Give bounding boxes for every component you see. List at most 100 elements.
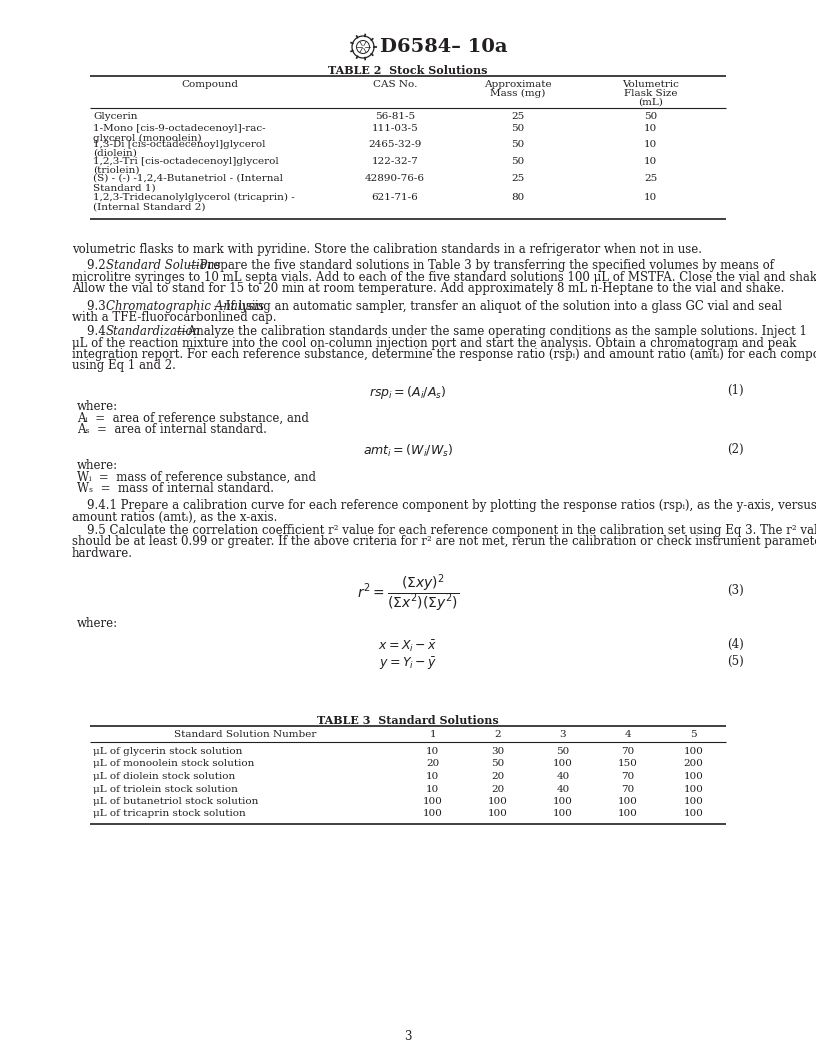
Text: Aᵢ  =  area of reference substance, and: Aᵢ = area of reference substance, and bbox=[77, 412, 309, 425]
Text: 10: 10 bbox=[426, 747, 439, 756]
Text: 25: 25 bbox=[511, 174, 524, 183]
Text: Standardization: Standardization bbox=[106, 325, 202, 338]
Text: 100: 100 bbox=[684, 797, 703, 806]
Text: 200: 200 bbox=[684, 759, 703, 769]
Text: μL of the reaction mixture into the cool on-column injection port and start the : μL of the reaction mixture into the cool… bbox=[72, 337, 796, 350]
Text: $rsp_i = (A_i/A_s)$: $rsp_i = (A_i/A_s)$ bbox=[370, 384, 446, 401]
Text: Standard Solutions: Standard Solutions bbox=[106, 259, 220, 272]
Text: 70: 70 bbox=[622, 772, 635, 781]
Text: TABLE 2  Stock Solutions: TABLE 2 Stock Solutions bbox=[328, 65, 488, 76]
Text: 20: 20 bbox=[491, 772, 504, 781]
Text: microlitre syringes to 10 mL septa vials. Add to each of the five standard solut: microlitre syringes to 10 mL septa vials… bbox=[72, 270, 816, 283]
Text: $y = Y_i - \bar{y}$: $y = Y_i - \bar{y}$ bbox=[379, 655, 437, 672]
Text: 100: 100 bbox=[553, 797, 573, 806]
Text: D6584– 10a: D6584– 10a bbox=[380, 38, 508, 56]
Text: volumetric flasks to mark with pyridine. Store the calibration standards in a re: volumetric flasks to mark with pyridine.… bbox=[72, 243, 702, 256]
Text: μL of diolein stock solution: μL of diolein stock solution bbox=[93, 772, 235, 781]
Text: 30: 30 bbox=[491, 747, 504, 756]
Text: 100: 100 bbox=[619, 810, 638, 818]
Text: 1,3-Di [cis-octadecenoyl]glycerol: 1,3-Di [cis-octadecenoyl]glycerol bbox=[93, 140, 265, 149]
Text: with a TFE-fluorocarbonlined cap.: with a TFE-fluorocarbonlined cap. bbox=[72, 312, 277, 324]
Text: (Internal Standard 2): (Internal Standard 2) bbox=[93, 203, 206, 212]
Text: 100: 100 bbox=[423, 797, 442, 806]
Text: 10: 10 bbox=[426, 785, 439, 793]
Text: 10: 10 bbox=[644, 140, 657, 149]
Text: Mass (mg): Mass (mg) bbox=[490, 89, 545, 98]
Text: 100: 100 bbox=[553, 810, 573, 818]
Text: Glycerin: Glycerin bbox=[93, 112, 138, 121]
Text: 50: 50 bbox=[511, 124, 524, 133]
Text: Flask Size: Flask Size bbox=[623, 89, 677, 98]
Text: using Eq 1 and 2.: using Eq 1 and 2. bbox=[72, 359, 176, 373]
Text: 3: 3 bbox=[560, 730, 566, 739]
Text: 50: 50 bbox=[557, 747, 570, 756]
Text: 9.4.1 Prepare a calibration curve for each reference component by plotting the r: 9.4.1 Prepare a calibration curve for ea… bbox=[72, 499, 816, 512]
Text: 25: 25 bbox=[511, 112, 524, 121]
Text: 50: 50 bbox=[644, 112, 657, 121]
Text: 122-32-7: 122-32-7 bbox=[371, 157, 419, 166]
Text: 9.2: 9.2 bbox=[72, 259, 109, 272]
Text: amount ratios (amtᵢ), as the x-axis.: amount ratios (amtᵢ), as the x-axis. bbox=[72, 510, 277, 524]
Text: Volumetric: Volumetric bbox=[622, 80, 679, 89]
Text: —If using an automatic sampler, transfer an aliquot of the solution into a glass: —If using an automatic sampler, transfer… bbox=[214, 300, 782, 313]
Text: 10: 10 bbox=[644, 157, 657, 166]
Text: 25: 25 bbox=[644, 174, 657, 183]
Text: 4: 4 bbox=[625, 730, 632, 739]
Text: 10: 10 bbox=[644, 193, 657, 202]
Text: 40: 40 bbox=[557, 772, 570, 781]
Text: Standard Solution Number: Standard Solution Number bbox=[174, 730, 316, 739]
Text: 2: 2 bbox=[494, 730, 501, 739]
Text: 50: 50 bbox=[511, 157, 524, 166]
Text: 111-03-5: 111-03-5 bbox=[371, 124, 419, 133]
Text: where:: where: bbox=[77, 617, 118, 630]
Text: $x = X_i - \bar{x}$: $x = X_i - \bar{x}$ bbox=[379, 638, 437, 654]
Text: 100: 100 bbox=[553, 759, 573, 769]
Text: 100: 100 bbox=[684, 810, 703, 818]
Text: μL of monoolein stock solution: μL of monoolein stock solution bbox=[93, 759, 255, 769]
Text: μL of butanetriol stock solution: μL of butanetriol stock solution bbox=[93, 797, 259, 806]
Text: (3): (3) bbox=[727, 584, 744, 597]
Text: 100: 100 bbox=[619, 797, 638, 806]
Text: 1,2,3-Tri [cis-octadecenoyl]glycerol: 1,2,3-Tri [cis-octadecenoyl]glycerol bbox=[93, 157, 279, 166]
Text: (4): (4) bbox=[727, 638, 744, 650]
Text: —Analyze the calibration standards under the same operating conditions as the sa: —Analyze the calibration standards under… bbox=[176, 325, 807, 338]
Text: 150: 150 bbox=[619, 759, 638, 769]
Text: 2465-32-9: 2465-32-9 bbox=[368, 140, 422, 149]
Text: 20: 20 bbox=[426, 759, 439, 769]
Text: 40: 40 bbox=[557, 785, 570, 793]
Text: glycerol (monoolein): glycerol (monoolein) bbox=[93, 134, 202, 144]
Text: 42890-76-6: 42890-76-6 bbox=[365, 174, 425, 183]
Text: 10: 10 bbox=[644, 124, 657, 133]
Text: 1-Mono [cis-9-octadecenoyl]-rac-: 1-Mono [cis-9-octadecenoyl]-rac- bbox=[93, 124, 266, 133]
Text: 621-71-6: 621-71-6 bbox=[371, 193, 419, 202]
Text: (S) - (-) -1,2,4-Butanetriol - (Internal: (S) - (-) -1,2,4-Butanetriol - (Internal bbox=[93, 174, 283, 183]
Text: μL of glycerin stock solution: μL of glycerin stock solution bbox=[93, 747, 242, 756]
Text: 50: 50 bbox=[511, 140, 524, 149]
Text: Standard 1): Standard 1) bbox=[93, 184, 156, 193]
Text: Wₛ  =  mass of internal standard.: Wₛ = mass of internal standard. bbox=[77, 482, 274, 495]
Text: (diolein): (diolein) bbox=[93, 149, 137, 158]
Text: Chromatographic Analysis: Chromatographic Analysis bbox=[106, 300, 264, 313]
Text: $r^2 = \dfrac{(\Sigma xy)^2}{(\Sigma x^2)(\Sigma y^2)}$: $r^2 = \dfrac{(\Sigma xy)^2}{(\Sigma x^2… bbox=[357, 572, 459, 614]
Text: 5: 5 bbox=[690, 730, 697, 739]
Text: 50: 50 bbox=[491, 759, 504, 769]
Text: Allow the vial to stand for 15 to 20 min at room temperature. Add approximately : Allow the vial to stand for 15 to 20 min… bbox=[72, 282, 784, 295]
Text: integration report. For each reference substance, determine the response ratio (: integration report. For each reference s… bbox=[72, 348, 816, 361]
Text: 80: 80 bbox=[511, 193, 524, 202]
Text: TABLE 3  Standard Solutions: TABLE 3 Standard Solutions bbox=[317, 715, 499, 727]
Text: 1,2,3-Tridecanolylglycerol (tricaprin) -: 1,2,3-Tridecanolylglycerol (tricaprin) - bbox=[93, 193, 295, 202]
Text: 20: 20 bbox=[491, 785, 504, 793]
Text: 100: 100 bbox=[488, 810, 508, 818]
Text: (triolein): (triolein) bbox=[93, 166, 140, 175]
Text: Aₛ  =  area of internal standard.: Aₛ = area of internal standard. bbox=[77, 423, 267, 436]
Text: 70: 70 bbox=[622, 747, 635, 756]
Text: —Prepare the five standard solutions in Table 3 by transferring the specified vo: —Prepare the five standard solutions in … bbox=[188, 259, 774, 272]
Text: 100: 100 bbox=[684, 772, 703, 781]
Text: CAS No.: CAS No. bbox=[373, 80, 417, 89]
Text: (5): (5) bbox=[727, 655, 744, 668]
Text: 10: 10 bbox=[426, 772, 439, 781]
Text: Approximate: Approximate bbox=[484, 80, 552, 89]
Text: Compound: Compound bbox=[181, 80, 238, 89]
Text: 9.3: 9.3 bbox=[72, 300, 109, 313]
Text: 56-81-5: 56-81-5 bbox=[375, 112, 415, 121]
